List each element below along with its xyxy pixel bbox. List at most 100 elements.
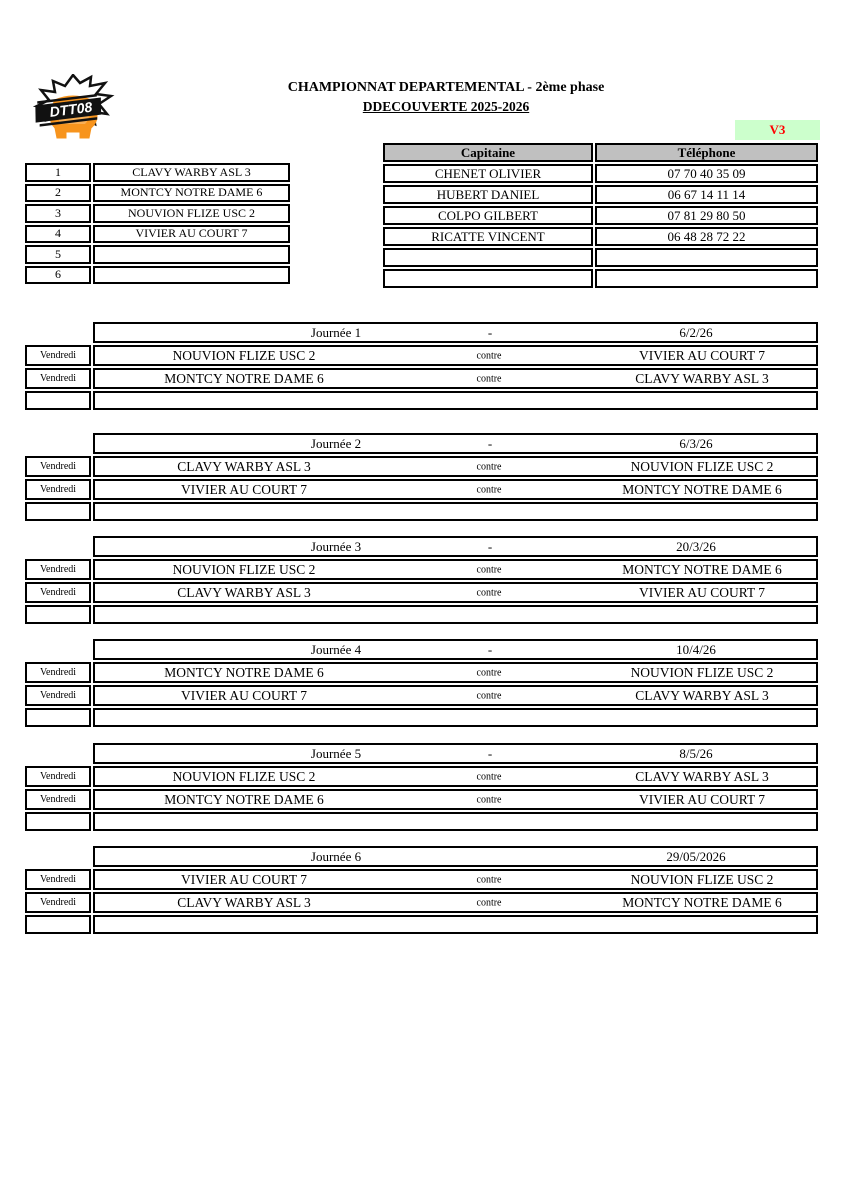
round-block: Journée 3 - 20/3/26 Vendredi NOUVION FLI… (25, 536, 818, 626)
captain-row: HUBERT DANIEL 06 67 14 11 14 (383, 185, 818, 204)
team-name-cell: VIVIER AU COURT 7 (93, 224, 290, 243)
versus-label: contre (476, 373, 502, 384)
round-separator: - (487, 745, 493, 761)
versus-label: contre (476, 667, 502, 678)
match-day-cell: Vendredi (25, 685, 91, 706)
match-cells: NOUVION FLIZE USC 2 contre MONTCY NOTRE … (93, 559, 818, 580)
round-block: Journée 1 - 6/2/26 Vendredi NOUVION FLIZ… (25, 322, 818, 412)
team-number-cell: 4 (25, 224, 91, 243)
match-row: Vendredi CLAVY WARBY ASL 3 contre MONTCY… (25, 892, 818, 913)
captain-row (383, 269, 818, 288)
match-day-cell: Vendredi (25, 869, 91, 890)
team-row: 6 (25, 265, 290, 284)
match-cells: MONTCY NOTRE DAME 6 contre NOUVION FLIZE… (93, 662, 818, 683)
captain-phone-cell (595, 269, 818, 288)
empty-day-cell (25, 605, 91, 624)
match-row: Vendredi NOUVION FLIZE USC 2 contre VIVI… (25, 345, 818, 366)
team-row: 4 VIVIER AU COURT 7 (25, 224, 290, 243)
team-row: 2 MONTCY NOTRE DAME 6 (25, 183, 290, 202)
match-row: Vendredi NOUVION FLIZE USC 2 contre CLAV… (25, 766, 818, 787)
empty-match-cell (93, 502, 818, 521)
empty-row (25, 391, 818, 410)
round-title: Journée 4 (310, 641, 362, 657)
match-cells: VIVIER AU COURT 7 contre MONTCY NOTRE DA… (93, 479, 818, 500)
team-name-cell: CLAVY WARBY ASL 3 (93, 163, 290, 182)
captain-row: RICATTE VINCENT 06 48 28 72 22 (383, 227, 818, 246)
match-cells: NOUVION FLIZE USC 2 contre CLAVY WARBY A… (93, 766, 818, 787)
empty-day-cell (25, 812, 91, 831)
empty-row (25, 915, 818, 934)
round-title: Journée 1 (310, 324, 362, 340)
round-block: Journée 2 - 6/3/26 Vendredi CLAVY WARBY … (25, 433, 818, 523)
match-cells: VIVIER AU COURT 7 contre CLAVY WARBY ASL… (93, 685, 818, 706)
match-day-cell: Vendredi (25, 559, 91, 580)
away-team: CLAVY WARBY ASL 3 (635, 768, 769, 784)
logo-banner (35, 97, 102, 123)
team-number-cell: 1 (25, 163, 91, 182)
round-separator: - (487, 641, 493, 657)
match-row: Vendredi MONTCY NOTRE DAME 6 contre VIVI… (25, 789, 818, 810)
match-day-cell: Vendredi (25, 892, 91, 913)
away-team: VIVIER AU COURT 7 (638, 584, 766, 600)
match-row: Vendredi MONTCY NOTRE DAME 6 contre NOUV… (25, 662, 818, 683)
round-date: 6/3/26 (679, 435, 713, 451)
home-team: CLAVY WARBY ASL 3 (177, 894, 311, 910)
page-subtitle: DDECOUVERTE 2025-2026 (362, 99, 530, 114)
match-day-cell: Vendredi (25, 766, 91, 787)
away-team: VIVIER AU COURT 7 (638, 347, 766, 363)
club-logo: DTT08 (33, 74, 115, 139)
round-header-row: Journée 4 - 10/4/26 (93, 639, 818, 660)
home-team: VIVIER AU COURT 7 (180, 871, 308, 887)
match-day-cell: Vendredi (25, 582, 91, 603)
captain-column-header: Capitaine (383, 143, 593, 162)
match-row: Vendredi CLAVY WARBY ASL 3 contre NOUVIO… (25, 456, 818, 477)
team-row: 1 CLAVY WARBY ASL 3 (25, 163, 290, 182)
match-day-cell: Vendredi (25, 789, 91, 810)
empty-day-cell (25, 708, 91, 727)
match-cells: VIVIER AU COURT 7 contre NOUVION FLIZE U… (93, 869, 818, 890)
away-team: VIVIER AU COURT 7 (638, 791, 766, 807)
versus-label: contre (476, 874, 502, 885)
match-cells: NOUVION FLIZE USC 2 contre VIVIER AU COU… (93, 345, 818, 366)
captains-table: Capitaine Téléphone CHENET OLIVIER 07 70… (383, 143, 818, 290)
match-cells: CLAVY WARBY ASL 3 contre MONTCY NOTRE DA… (93, 892, 818, 913)
team-number-cell: 5 (25, 245, 91, 264)
versus-label: contre (476, 461, 502, 472)
captain-phone-cell: 06 48 28 72 22 (595, 227, 818, 246)
versus-label: contre (476, 897, 502, 908)
round-header-row: Journée 5 - 8/5/26 (93, 743, 818, 764)
team-row: 3 NOUVION FLIZE USC 2 (25, 204, 290, 223)
captain-phone-cell: 07 70 40 35 09 (595, 164, 818, 183)
logo-text: DTT08 (49, 99, 94, 120)
round-title: Journée 2 (310, 435, 362, 451)
empty-row (25, 502, 818, 521)
version-badge: V3 (735, 120, 820, 140)
empty-match-cell (93, 915, 818, 934)
empty-match-cell (93, 391, 818, 410)
versus-label: contre (476, 771, 502, 782)
team-name-cell: MONTCY NOTRE DAME 6 (93, 183, 290, 202)
match-day-cell: Vendredi (25, 456, 91, 477)
team-name-cell (93, 245, 290, 264)
phone-column-header: Téléphone (595, 143, 818, 162)
team-number-cell: 3 (25, 204, 91, 223)
round-date: 29/05/2026 (666, 848, 726, 864)
team-name-cell: NOUVION FLIZE USC 2 (93, 204, 290, 223)
match-cells: CLAVY WARBY ASL 3 contre VIVIER AU COURT… (93, 582, 818, 603)
empty-row (25, 605, 818, 624)
round-block: Journée 4 - 10/4/26 Vendredi MONTCY NOTR… (25, 639, 818, 729)
versus-label: contre (476, 350, 502, 361)
match-row: Vendredi NOUVION FLIZE USC 2 contre MONT… (25, 559, 818, 580)
home-team: VIVIER AU COURT 7 (180, 481, 308, 497)
round-header-row: Journée 1 - 6/2/26 (93, 322, 818, 343)
empty-row (25, 812, 818, 831)
home-team: MONTCY NOTRE DAME 6 (164, 791, 324, 807)
empty-day-cell (25, 391, 91, 410)
match-row: Vendredi MONTCY NOTRE DAME 6 contre CLAV… (25, 368, 818, 389)
match-day-cell: Vendredi (25, 662, 91, 683)
home-team: MONTCY NOTRE DAME 6 (164, 370, 324, 386)
team-row: 5 (25, 245, 290, 264)
away-team: CLAVY WARBY ASL 3 (635, 687, 769, 703)
captain-row (383, 248, 818, 267)
captain-name-cell: HUBERT DANIEL (383, 185, 593, 204)
